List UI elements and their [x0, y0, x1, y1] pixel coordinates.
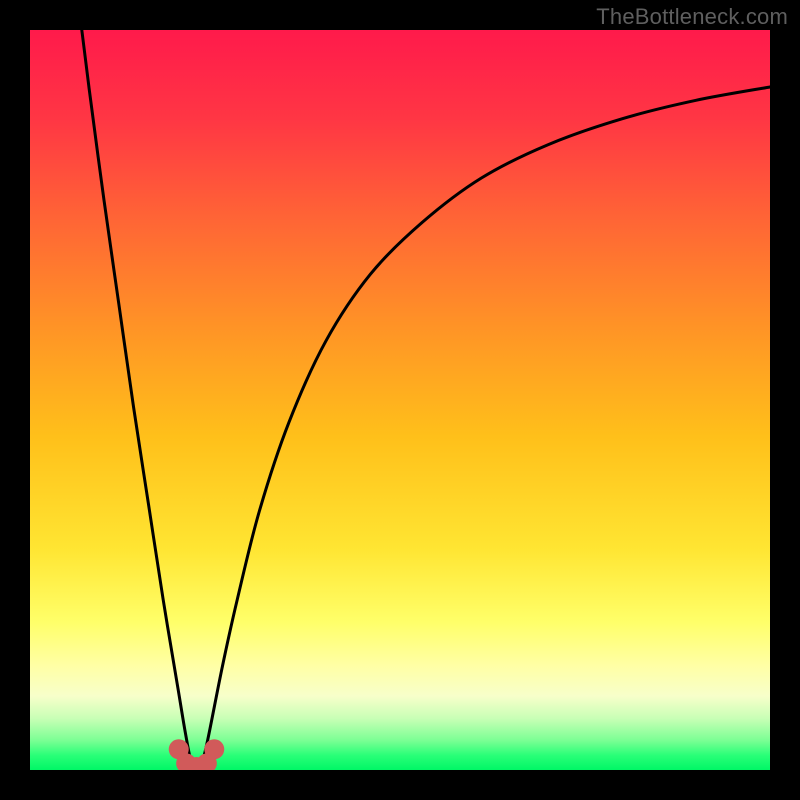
- chart-border: [0, 0, 800, 800]
- border-frame: [0, 0, 800, 800]
- watermark-text: TheBottleneck.com: [596, 4, 788, 30]
- chart-container: TheBottleneck.com: [0, 0, 800, 800]
